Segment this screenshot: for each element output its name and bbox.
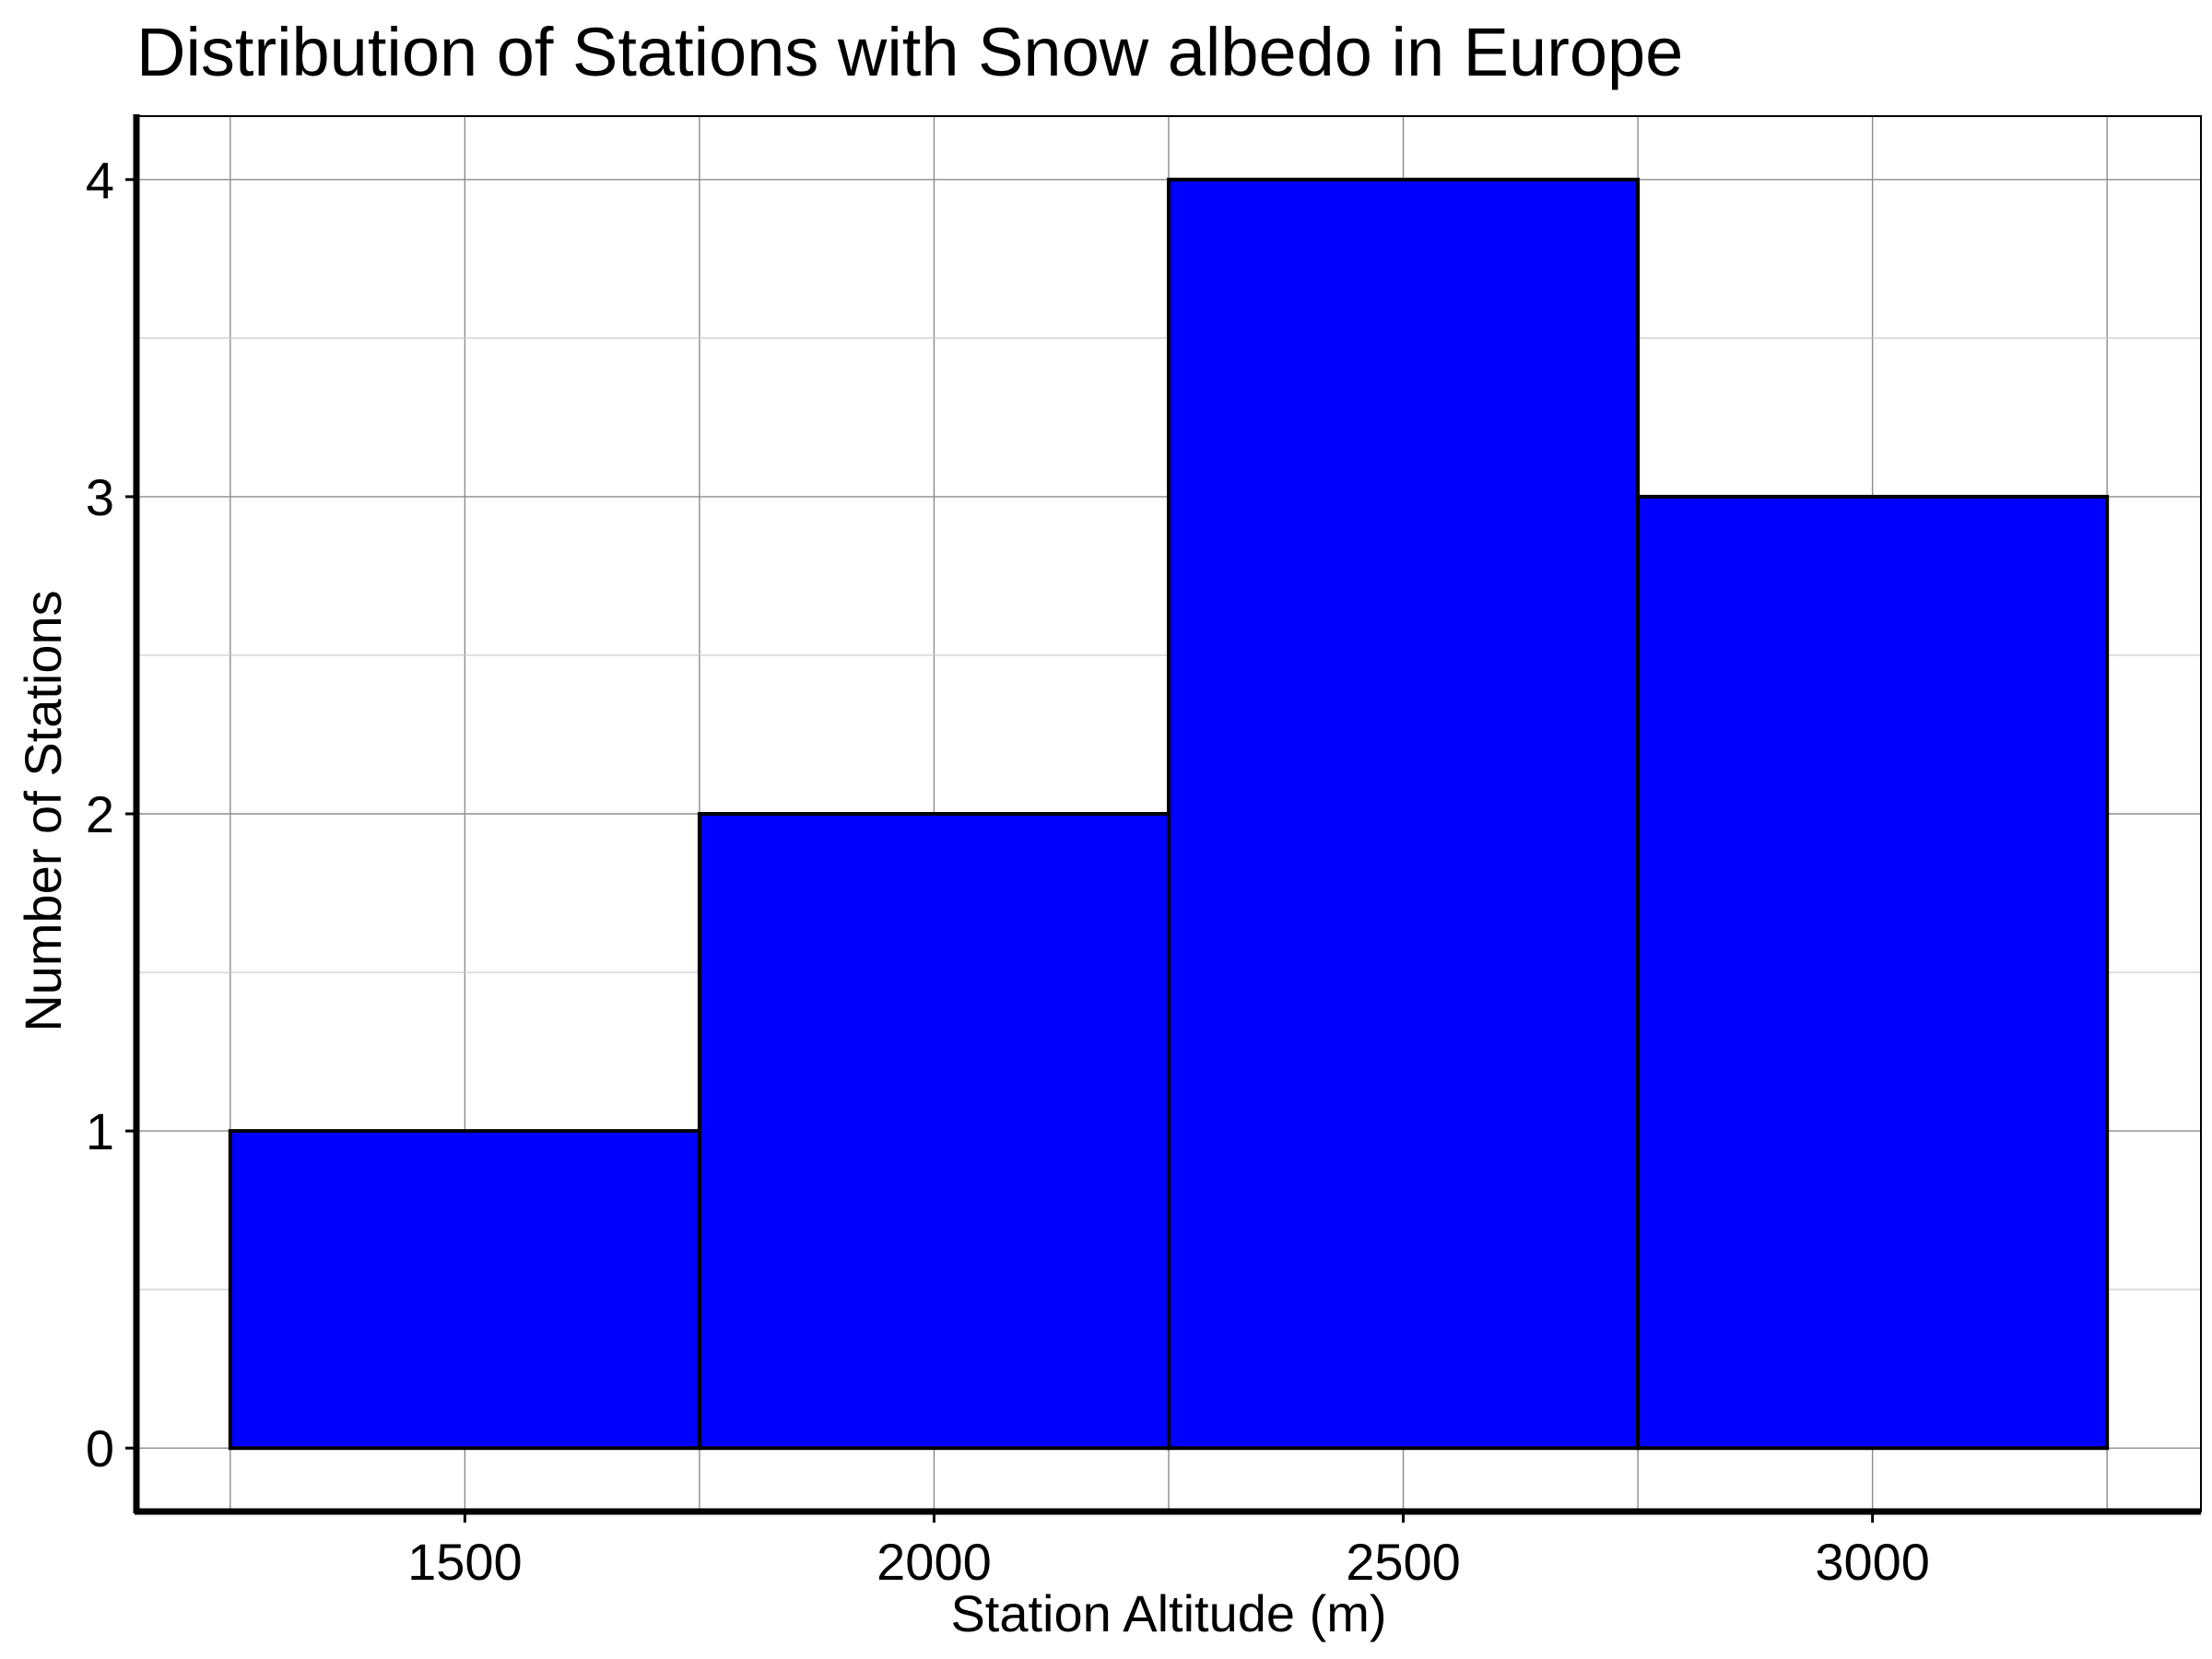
x-tick-label: 1500 (407, 1533, 523, 1591)
bar-3 (1167, 177, 1641, 1451)
y-tick-label: 2 (86, 785, 114, 843)
y-tick-label: 3 (86, 468, 114, 526)
bars (228, 177, 2110, 1451)
bar-2 (697, 812, 1171, 1451)
y-tick-label: 1 (86, 1102, 114, 1160)
y-tick-label: 0 (86, 1419, 114, 1477)
y-axis-label: Number of Stations (14, 590, 72, 1031)
x-axis-label: Station Altitude (m) (950, 1584, 1386, 1642)
x-tick-label: 2000 (877, 1533, 992, 1591)
x-tick-label: 3000 (1815, 1533, 1930, 1591)
bar-1 (228, 1129, 701, 1451)
x-tick-label: 2500 (1346, 1533, 1461, 1591)
tick-labels: 0 1 2 3 4 1500 2000 2500 3000 (86, 151, 1930, 1591)
y-tick-label: 4 (86, 151, 114, 209)
bar-4 (1636, 494, 2110, 1451)
chart-title: Distribution of Stations with Snow albed… (136, 14, 1683, 90)
